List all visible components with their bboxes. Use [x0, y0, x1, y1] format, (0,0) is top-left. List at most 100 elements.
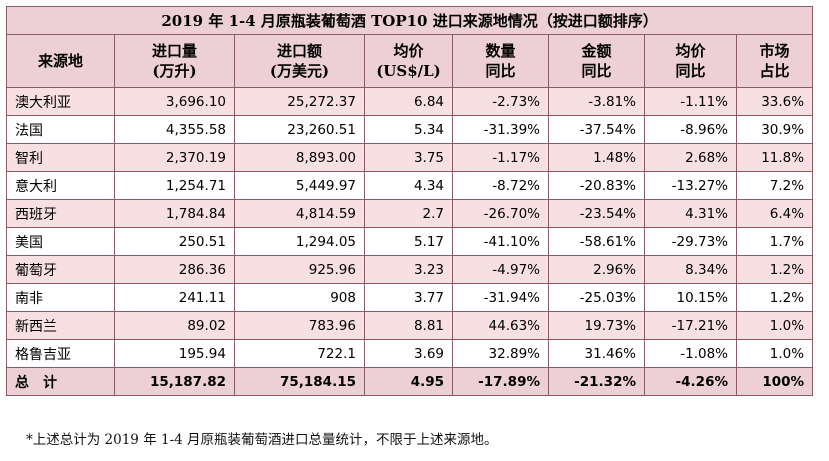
- table-row: 澳大利亚 3,696.10 25,272.37 6.84 -2.73% -3.81% -1.…: [6, 87, 814, 116]
- val-yoy-cell: 31.46%: [548, 339, 645, 368]
- value-cell: 5,449.97: [234, 171, 365, 200]
- column-header-line2: (万升): [152, 62, 197, 80]
- column-header: 均价 同比: [644, 34, 737, 88]
- price-cell: 3.77: [364, 283, 453, 312]
- column-header-line1: 来源地: [37, 52, 83, 70]
- column-header: 来源地: [6, 34, 115, 88]
- total-row: 总计 15,187.82 75,184.15 4.95 -17.89% -21.32% -4…: [6, 367, 814, 396]
- volume-cell: 4,355.58: [114, 115, 235, 144]
- table-row: 新西兰 89.02 783.96 8.81 44.63% 19.73% -17.21% 1.0…: [6, 311, 814, 340]
- vol-yoy-cell: 32.89%: [452, 339, 549, 368]
- share-cell: 6.4%: [735, 199, 814, 228]
- column-header: 进口额 (万美元): [234, 34, 365, 88]
- volume-cell: 2,370.19: [114, 143, 235, 172]
- price-yoy-cell: -1.08%: [644, 339, 737, 368]
- column-header-line2: 同比: [485, 62, 516, 80]
- price-yoy-cell: 8.34%: [644, 255, 737, 284]
- volume-cell: 250.51: [114, 227, 235, 256]
- table-row: 南非 241.11 908 3.77 -31.94% -25.03% 10.15% 1.2%: [6, 283, 814, 312]
- vol-yoy-cell: -8.72%: [452, 171, 549, 200]
- price-cell: 5.17: [364, 227, 453, 256]
- total-val-yoy: -21.32%: [548, 367, 645, 396]
- value-cell: 25,272.37: [234, 87, 365, 116]
- val-yoy-cell: 2.96%: [548, 255, 645, 284]
- table-title: 2019 年 1-4 月原瓶装葡萄酒 TOP10 进口来源地情况（按进口额排序）: [5, 6, 814, 35]
- column-header-line2: (US$/L): [376, 62, 441, 80]
- val-yoy-cell: -3.81%: [548, 87, 645, 116]
- column-header-line1: 进口量: [151, 42, 197, 60]
- column-header-line1: 市场: [759, 42, 790, 60]
- vol-yoy-cell: -4.97%: [452, 255, 549, 284]
- vol-yoy-cell: 44.63%: [452, 311, 549, 340]
- price-cell: 3.23: [364, 255, 453, 284]
- table-row: 意大利 1,254.71 5,449.97 4.34 -8.72% -20.83% -13.…: [6, 171, 814, 200]
- price-yoy-cell: 10.15%: [644, 283, 737, 312]
- share-cell: 11.8%: [735, 143, 814, 172]
- total-value: 75,184.15: [234, 367, 365, 396]
- column-header: 数量 同比: [452, 34, 549, 88]
- origin-cell: 葡萄牙: [6, 255, 115, 284]
- column-header-line1: 金额: [581, 42, 612, 60]
- vol-yoy-cell: -31.39%: [452, 115, 549, 144]
- import-table-container: 2019 年 1-4 月原瓶装葡萄酒 TOP10 进口来源地情况（按进口额排序）…: [5, 6, 814, 396]
- vol-yoy-cell: -26.70%: [452, 199, 549, 228]
- origin-cell: 南非: [6, 283, 115, 312]
- origin-cell: 新西兰: [6, 311, 115, 340]
- footnote: *上述总计为 2019 年 1-4 月原瓶装葡萄酒进口总量统计，不限于上述来源地…: [26, 432, 498, 448]
- origin-cell: 意大利: [6, 171, 115, 200]
- total-vol-yoy: -17.89%: [452, 367, 549, 396]
- column-header: 均价 (US$/L): [364, 34, 453, 88]
- volume-cell: 195.94: [114, 339, 235, 368]
- volume-cell: 1,784.84: [114, 199, 235, 228]
- price-cell: 3.75: [364, 143, 453, 172]
- vol-yoy-cell: -31.94%: [452, 283, 549, 312]
- table-row: 葡萄牙 286.36 925.96 3.23 -4.97% 2.96% 8.34% 1.2%: [6, 255, 814, 284]
- column-header-line2: (万美元): [269, 62, 330, 80]
- price-yoy-cell: -13.27%: [644, 171, 737, 200]
- volume-cell: 89.02: [114, 311, 235, 340]
- price-cell: 5.34: [364, 115, 453, 144]
- vol-yoy-cell: -41.10%: [452, 227, 549, 256]
- wine-import-table: 2019 年 1-4 月原瓶装葡萄酒 TOP10 进口来源地情况（按进口额排序）…: [5, 6, 814, 396]
- share-cell: 1.0%: [735, 339, 814, 368]
- table-row: 智利 2,370.19 8,893.00 3.75 -1.17% 1.48% 2.68% 11…: [6, 143, 814, 172]
- share-cell: 1.2%: [735, 255, 814, 284]
- value-cell: 783.96: [234, 311, 365, 340]
- column-header-line1: 均价: [675, 42, 706, 60]
- price-yoy-cell: -8.96%: [644, 115, 737, 144]
- column-header-line2: 占比: [759, 62, 790, 80]
- origin-cell: 法国: [6, 115, 115, 144]
- column-header-line2: 同比: [675, 62, 706, 80]
- volume-cell: 286.36: [114, 255, 235, 284]
- table-row: 法国 4,355.58 23,260.51 5.34 -31.39% -37.54% -8.…: [6, 115, 814, 144]
- val-yoy-cell: -37.54%: [548, 115, 645, 144]
- header-row: 来源地 进口量 (万升) 进口额 (万美元) 均价 (US$/L) 数量 同比 金额 同比 均价 同比市…: [6, 34, 814, 88]
- price-yoy-cell: -29.73%: [644, 227, 737, 256]
- value-cell: 8,893.00: [234, 143, 365, 172]
- table-row: 西班牙 1,784.84 4,814.59 2.7 -26.70% -23.54% 4.31…: [6, 199, 814, 228]
- table-row: 美国 250.51 1,294.05 5.17 -41.10% -58.61% -29.73…: [6, 227, 814, 256]
- total-share: 100%: [735, 367, 814, 396]
- share-cell: 30.9%: [735, 115, 814, 144]
- column-header-line2: 同比: [581, 62, 612, 80]
- vol-yoy-cell: -2.73%: [452, 87, 549, 116]
- column-header: 市场 占比: [735, 34, 814, 88]
- value-cell: 925.96: [234, 255, 365, 284]
- price-cell: 3.69: [364, 339, 453, 368]
- column-header-line1: 进口额: [276, 42, 322, 60]
- price-cell: 4.34: [364, 171, 453, 200]
- price-cell: 6.84: [364, 87, 453, 116]
- share-cell: 33.6%: [735, 87, 814, 116]
- value-cell: 722.1: [234, 339, 365, 368]
- share-cell: 7.2%: [735, 171, 814, 200]
- total-volume: 15,187.82: [114, 367, 235, 396]
- origin-cell: 美国: [6, 227, 115, 256]
- share-cell: 1.2%: [735, 283, 814, 312]
- column-header: 进口量 (万升): [114, 34, 235, 88]
- column-header-line1: 数量: [485, 42, 516, 60]
- origin-cell: 西班牙: [6, 199, 115, 228]
- total-price: 4.95: [364, 367, 453, 396]
- val-yoy-cell: 19.73%: [548, 311, 645, 340]
- price-cell: 8.81: [364, 311, 453, 340]
- vol-yoy-cell: -1.17%: [452, 143, 549, 172]
